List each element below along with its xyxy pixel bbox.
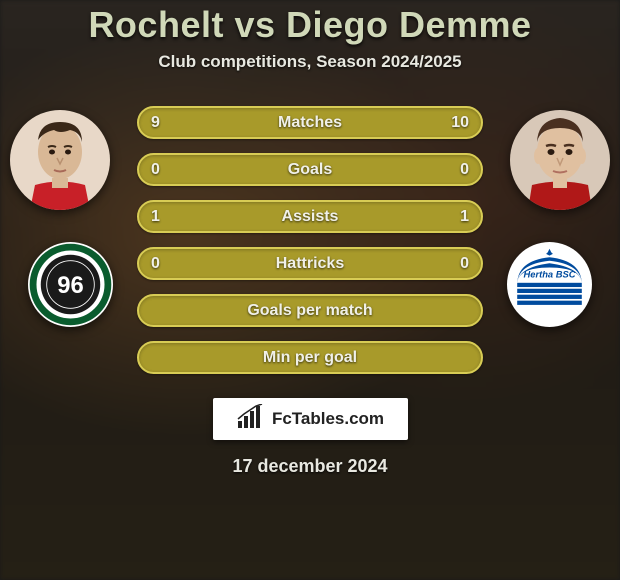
stat-bar-min-per-goal: Min per goal xyxy=(137,341,483,374)
stat-right-value: 0 xyxy=(460,161,469,179)
stat-label: Goals per match xyxy=(247,302,372,320)
stat-right-value: 10 xyxy=(451,114,469,132)
stat-label: Hattricks xyxy=(276,255,344,273)
svg-text:Hertha BSC: Hertha BSC xyxy=(524,270,576,280)
stat-left-value: 1 xyxy=(151,208,160,226)
stat-bar-assists: 1 Assists 1 xyxy=(137,200,483,233)
stat-label: Min per goal xyxy=(263,349,357,367)
stat-bars: 9 Matches 10 0 Goals 0 1 Assists 1 0 Hat… xyxy=(137,106,483,374)
club-badge-right: Hertha BSC xyxy=(507,242,592,327)
stat-bar-hattricks: 0 Hattricks 0 xyxy=(137,247,483,280)
subtitle: Club competitions, Season 2024/2025 xyxy=(0,52,620,72)
stat-bar-goals: 0 Goals 0 xyxy=(137,153,483,186)
stat-left-value: 0 xyxy=(151,161,160,179)
player-avatar-left xyxy=(10,110,110,210)
stat-right-value: 0 xyxy=(460,255,469,273)
stat-left-value: 9 xyxy=(151,114,160,132)
branding-box: FcTables.com xyxy=(213,398,408,440)
page-title: Rochelt vs Diego Demme xyxy=(0,4,620,46)
stat-bar-matches: 9 Matches 10 xyxy=(137,106,483,139)
stat-label: Goals xyxy=(288,161,332,179)
stat-left-value: 0 xyxy=(151,255,160,273)
stat-label: Assists xyxy=(282,208,339,226)
branding-text: FcTables.com xyxy=(272,409,384,429)
stat-label: Matches xyxy=(278,114,342,132)
svg-text:96: 96 xyxy=(57,272,83,299)
club-badge-left: 96 xyxy=(28,242,113,327)
player-avatar-right xyxy=(510,110,610,210)
stat-right-value: 1 xyxy=(460,208,469,226)
branding-chart-icon xyxy=(236,404,264,435)
stat-bar-goals-per-match: Goals per match xyxy=(137,294,483,327)
date-text: 17 december 2024 xyxy=(0,456,620,477)
comparison-area: 96 Hertha BSC xyxy=(0,100,620,380)
